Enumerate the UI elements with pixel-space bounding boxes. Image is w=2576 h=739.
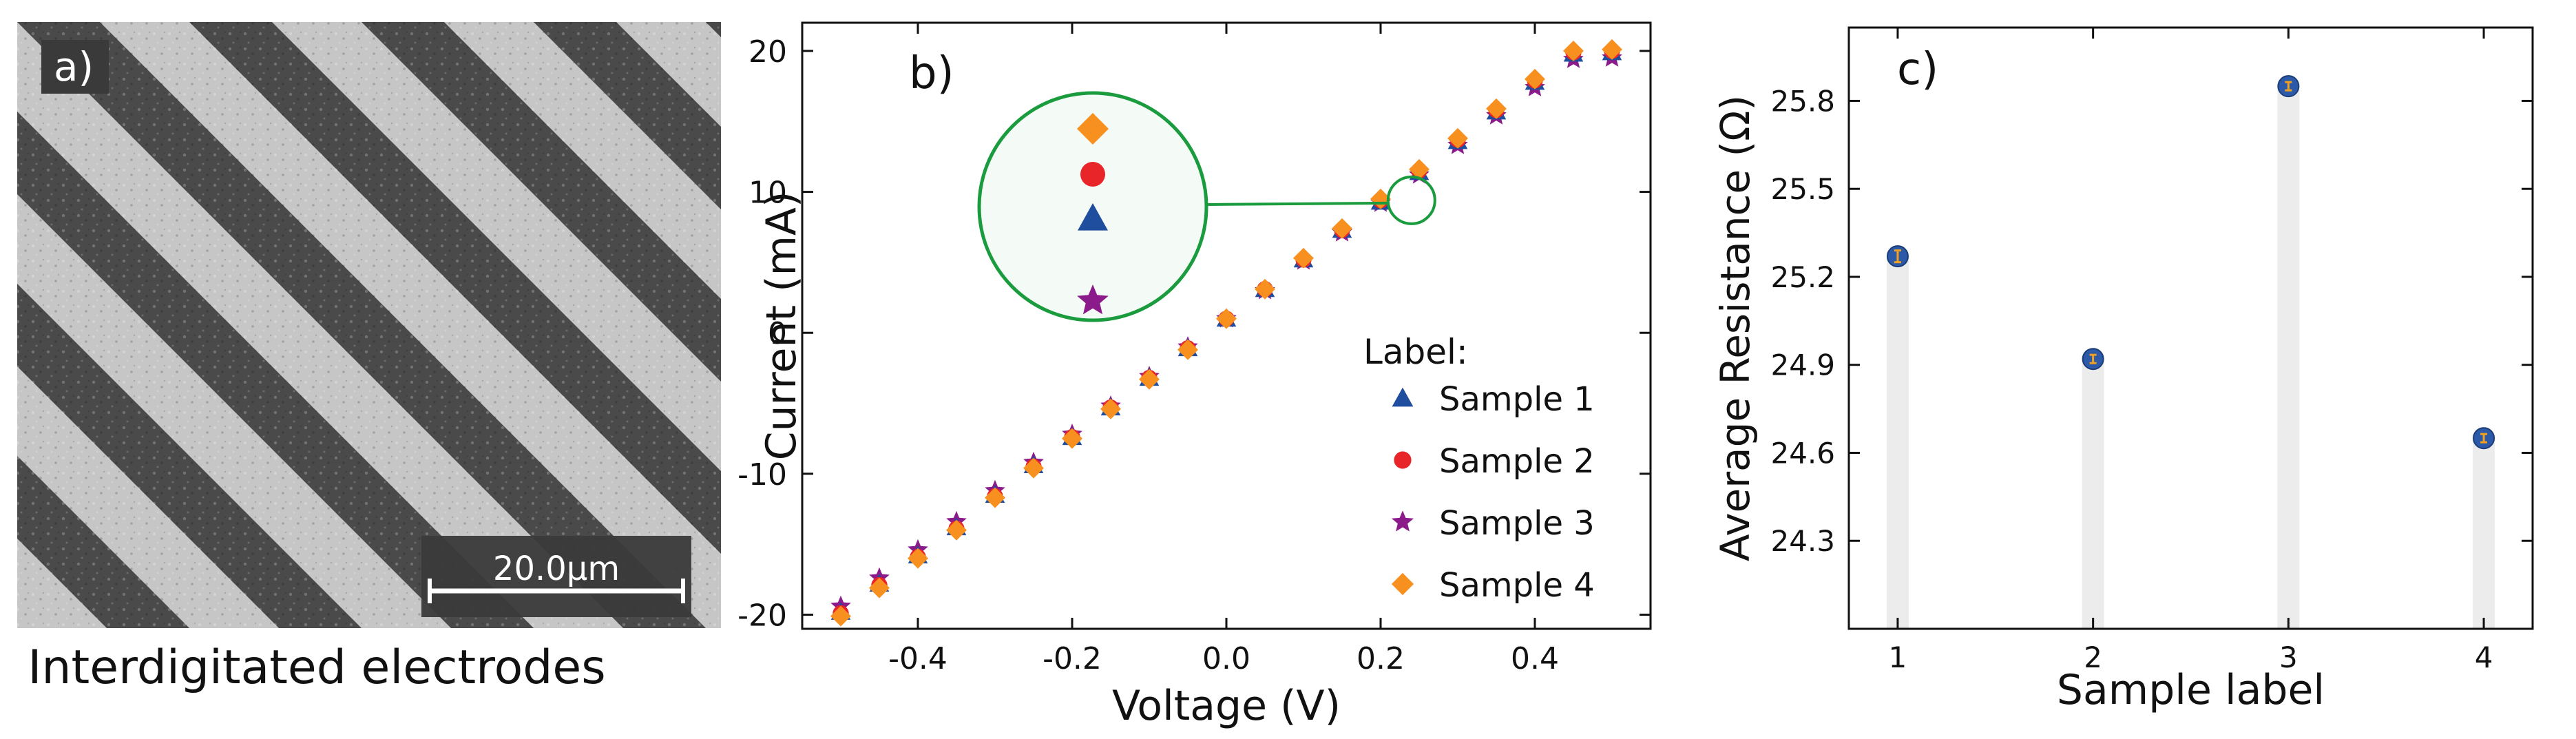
x-axis-label: Sample label: [2057, 666, 2325, 714]
resistance-plot: 1 2 3 4 24.3 24.6 24.9 25.2 25.5 25.8 Sample label…: [1712, 26, 2534, 714]
y-tick-label: 25.5: [1770, 172, 1835, 206]
x-tick-label: 0.2: [1357, 641, 1405, 676]
zoom-connector: [1206, 201, 1388, 206]
x-tick-label: 4: [2475, 641, 2493, 674]
iv-plot: -0.4 -0.2 0.0 0.2 0.4 -20 -10 0 10 20 Voltage (V) C…: [737, 21, 1652, 730]
panel-c: 1 2 3 4 24.3 24.6 24.9 25.2 25.5 25.8 Sample label…: [1712, 26, 2534, 714]
panel-a-label-box: [41, 40, 109, 94]
sample-4-point: [908, 548, 928, 569]
inset-sample-3-marker: [1077, 284, 1109, 315]
scale-bar-box: [421, 536, 691, 617]
panel-b-label: b): [909, 48, 954, 99]
y-tick-label: 24.9: [1770, 348, 1835, 382]
sample-4-point: [1062, 428, 1082, 449]
sample-4-point: [1293, 247, 1314, 269]
legend-entry-label: Sample 4: [1439, 566, 1595, 605]
sample-4-point: [946, 519, 967, 541]
y-tick-label: 24.3: [1770, 524, 1835, 558]
panel-a-label: a): [54, 43, 94, 90]
x-tick-label: -0.4: [888, 641, 947, 676]
y-tick-label: 24.6: [1770, 436, 1835, 470]
micrograph: [0, 22, 2255, 628]
electrode-finger: [0, 22, 17, 628]
drop-bar: [2277, 86, 2300, 629]
drop-bar: [1886, 256, 1909, 629]
legend-sample-4-marker: [1391, 572, 1414, 596]
zoom-circle: [1386, 175, 1436, 225]
drop-bar: [2082, 359, 2104, 629]
inset-sample-2-marker: [1080, 162, 1105, 187]
y-tick-label: 25.2: [1770, 260, 1835, 294]
panel-a: a) 20.0μm Interdigitated electrodes: [0, 22, 2255, 695]
panel-c-label: c): [1897, 44, 1938, 95]
sample-4-point: [1177, 339, 1198, 360]
legend-entry-label: Sample 3: [1439, 504, 1595, 543]
sample-4-point: [1100, 398, 1121, 419]
sample-4-point: [869, 577, 890, 599]
y-axis-label: Average Resistance (Ω): [1712, 95, 1759, 561]
sample-4-point: [1409, 158, 1430, 180]
scale-bar-text: 20.0μm: [493, 550, 620, 588]
sample-4-point: [1525, 68, 1545, 90]
data-points: [830, 39, 1622, 627]
panel-a-caption: Interdigitated electrodes: [28, 641, 605, 695]
sample-4-point: [1139, 368, 1160, 390]
x-tick-label: 2: [2084, 641, 2102, 674]
inset-sample-1-marker: [1078, 203, 1108, 231]
micrograph-texture: [17, 22, 721, 628]
sample-4-point: [1216, 308, 1237, 329]
x-tick-label: -0.2: [1043, 641, 1102, 676]
legend-sample-1-marker: [1392, 387, 1414, 407]
y-tick-label: -10: [737, 457, 787, 492]
y-axis-label: Current (mA): [757, 191, 806, 461]
inset-sample-4-marker: [1077, 113, 1109, 145]
legend-sample-2-marker: [1394, 451, 1412, 469]
sample-4-point: [1332, 218, 1352, 239]
x-tick-label: 3: [2279, 641, 2298, 674]
sample-4-point: [1447, 127, 1468, 149]
sample-4-point: [1255, 278, 1275, 300]
electrode-finger: [1567, 22, 2255, 628]
y-tick-label: 20: [748, 34, 787, 70]
y-tick-label: 0: [768, 316, 787, 351]
legend-entry-label: Sample 2: [1439, 442, 1595, 481]
x-tick-label: 1: [1889, 641, 1907, 674]
sample-4-point: [985, 487, 1005, 508]
legend-title: Label:: [1363, 332, 1468, 372]
sample-4-point: [830, 605, 851, 627]
sample-4-point: [1602, 39, 1622, 60]
x-tick-label: 0.0: [1202, 641, 1250, 676]
y-tick-label: -20: [737, 599, 787, 634]
drop-bar: [2473, 438, 2495, 629]
sample-4-point: [1023, 457, 1044, 479]
sample-4-point: [1563, 40, 1584, 61]
legend-entry-label: Sample 1: [1439, 380, 1595, 419]
y-tick-label: 10: [748, 176, 787, 211]
legend-sample-3-marker: [1392, 510, 1414, 532]
sample-4-point: [1486, 98, 1507, 119]
y-tick-label: 25.8: [1770, 84, 1835, 118]
plot-frame: [1847, 26, 2534, 630]
x-axis-label: Voltage (V): [1112, 682, 1341, 730]
panel-b: -0.4 -0.2 0.0 0.2 0.4 -20 -10 0 10 20 Voltage (V) C…: [737, 21, 1652, 730]
x-tick-label: 0.4: [1511, 641, 1559, 676]
